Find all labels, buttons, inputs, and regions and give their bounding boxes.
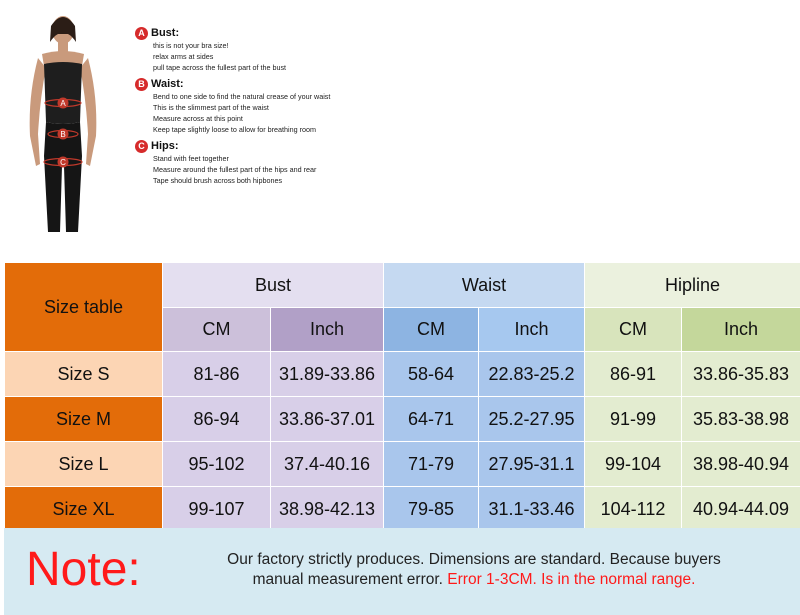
table-cell: 38.98-40.94 xyxy=(681,441,800,487)
table-cell: 86-94 xyxy=(162,396,271,442)
hips-heading: Hips: xyxy=(151,140,179,152)
bust-instructions: A Bust: this is not your bra size! relax… xyxy=(135,26,465,73)
guide-line: pull tape across the fullest part of the… xyxy=(153,63,287,72)
size-label: Size L xyxy=(4,441,163,487)
bust-heading: Bust: xyxy=(151,27,180,39)
badge-b: B xyxy=(135,77,148,91)
table-cell: 81-86 xyxy=(162,351,271,397)
badge-c: C xyxy=(135,139,148,153)
table-row: Size XL 99-107 38.98-42.13 79-85 31.1-33… xyxy=(4,486,800,532)
table-cell: 31.89-33.86 xyxy=(270,351,384,397)
hips-instructions: C Hips: Stand with feet together Measure… xyxy=(135,139,465,186)
table-cell: 91-99 xyxy=(584,396,682,442)
table-cell: 31.1-33.46 xyxy=(478,486,585,532)
table-cell: 38.98-42.13 xyxy=(270,486,384,532)
table-cell: 58-64 xyxy=(383,351,479,397)
table-row: Size M 86-94 33.86-37.01 64-71 25.2-27.9… xyxy=(4,396,800,442)
guide-line: Measure around the fullest part of the h… xyxy=(153,165,317,174)
table-cell: 40.94-44.09 xyxy=(681,486,800,532)
table-cell: 25.2-27.95 xyxy=(478,396,585,442)
note-error-range: Error 1-3CM. Is in the normal range. xyxy=(447,571,696,588)
guide-line: Tape should brush across both hipbones xyxy=(153,176,283,185)
marker-c xyxy=(57,156,69,168)
table-cell: 35.83-38.98 xyxy=(681,396,800,442)
guide-line: Bend to one side to find the natural cre… xyxy=(153,92,331,101)
unit-header: CM xyxy=(383,307,479,352)
table-row: Size S 81-86 31.89-33.86 58-64 22.83-25.… xyxy=(4,351,800,397)
table-cell: 95-102 xyxy=(162,441,271,487)
guide-line: This is the slimmest part of the waist xyxy=(153,103,269,112)
unit-header: Inch xyxy=(681,307,800,352)
note-line-2: manual measurement error. Error 1-3CM. I… xyxy=(174,570,774,590)
measurement-guide-panel: A B C A Bust: this is not your bra size!… xyxy=(0,0,800,260)
size-label: Size S xyxy=(4,351,163,397)
hipline-column-header: Hipline xyxy=(584,262,800,308)
size-label: Size M xyxy=(4,396,163,442)
svg-text:C: C xyxy=(60,158,66,167)
note-line-2-text: manual measurement error. xyxy=(252,571,448,588)
bust-column-header: Bust xyxy=(162,262,384,308)
waist-instructions: B Waist: Bend to one side to find the na… xyxy=(135,77,465,135)
measurement-instructions: A Bust: this is not your bra size! relax… xyxy=(135,26,465,190)
note-line-1: Our factory strictly produces. Dimension… xyxy=(227,551,721,568)
table-cell: 27.95-31.1 xyxy=(478,441,585,487)
size-table: Size table Bust Waist Hipline CM Inch CM… xyxy=(4,262,800,532)
waist-heading: Waist: xyxy=(151,78,184,90)
table-cell: 104-112 xyxy=(584,486,682,532)
unit-header: CM xyxy=(584,307,682,352)
table-cell: 99-107 xyxy=(162,486,271,532)
size-label: Size XL xyxy=(4,486,163,532)
table-cell: 33.86-37.01 xyxy=(270,396,384,442)
table-cell: 64-71 xyxy=(383,396,479,442)
guide-line: Keep tape slightly loose to allow for br… xyxy=(153,125,317,134)
unit-header: CM xyxy=(162,307,271,352)
table-cell: 79-85 xyxy=(383,486,479,532)
guide-line: relax arms at sides xyxy=(153,52,214,61)
table-cell: 71-79 xyxy=(383,441,479,487)
waist-column-header: Waist xyxy=(383,262,585,308)
badge-a: A xyxy=(135,26,148,40)
guide-line: this is not your bra size! xyxy=(153,41,229,50)
note-label: Note: xyxy=(26,543,141,596)
svg-text:A: A xyxy=(60,99,66,108)
unit-header: Inch xyxy=(270,307,384,352)
marker-b xyxy=(57,128,69,140)
table-cell: 33.86-35.83 xyxy=(681,351,800,397)
table-cell: 37.4-40.16 xyxy=(270,441,384,487)
table-cell: 86-91 xyxy=(584,351,682,397)
guide-line: Measure across at this point xyxy=(153,114,243,123)
svg-text:B: B xyxy=(60,130,65,139)
size-table-corner: Size table xyxy=(4,262,163,352)
table-cell: 99-104 xyxy=(584,441,682,487)
note-text: Our factory strictly produces. Dimension… xyxy=(174,550,774,590)
table-row: Size L 95-102 37.4-40.16 71-79 27.95-31.… xyxy=(4,441,800,487)
guide-line: Stand with feet together xyxy=(153,154,229,163)
marker-a xyxy=(57,97,69,109)
table-cell: 22.83-25.2 xyxy=(478,351,585,397)
unit-header: Inch xyxy=(478,307,585,352)
model-figure-illustration: A B C xyxy=(29,16,97,232)
note-panel: Note: Our factory strictly produces. Dim… xyxy=(4,528,800,615)
